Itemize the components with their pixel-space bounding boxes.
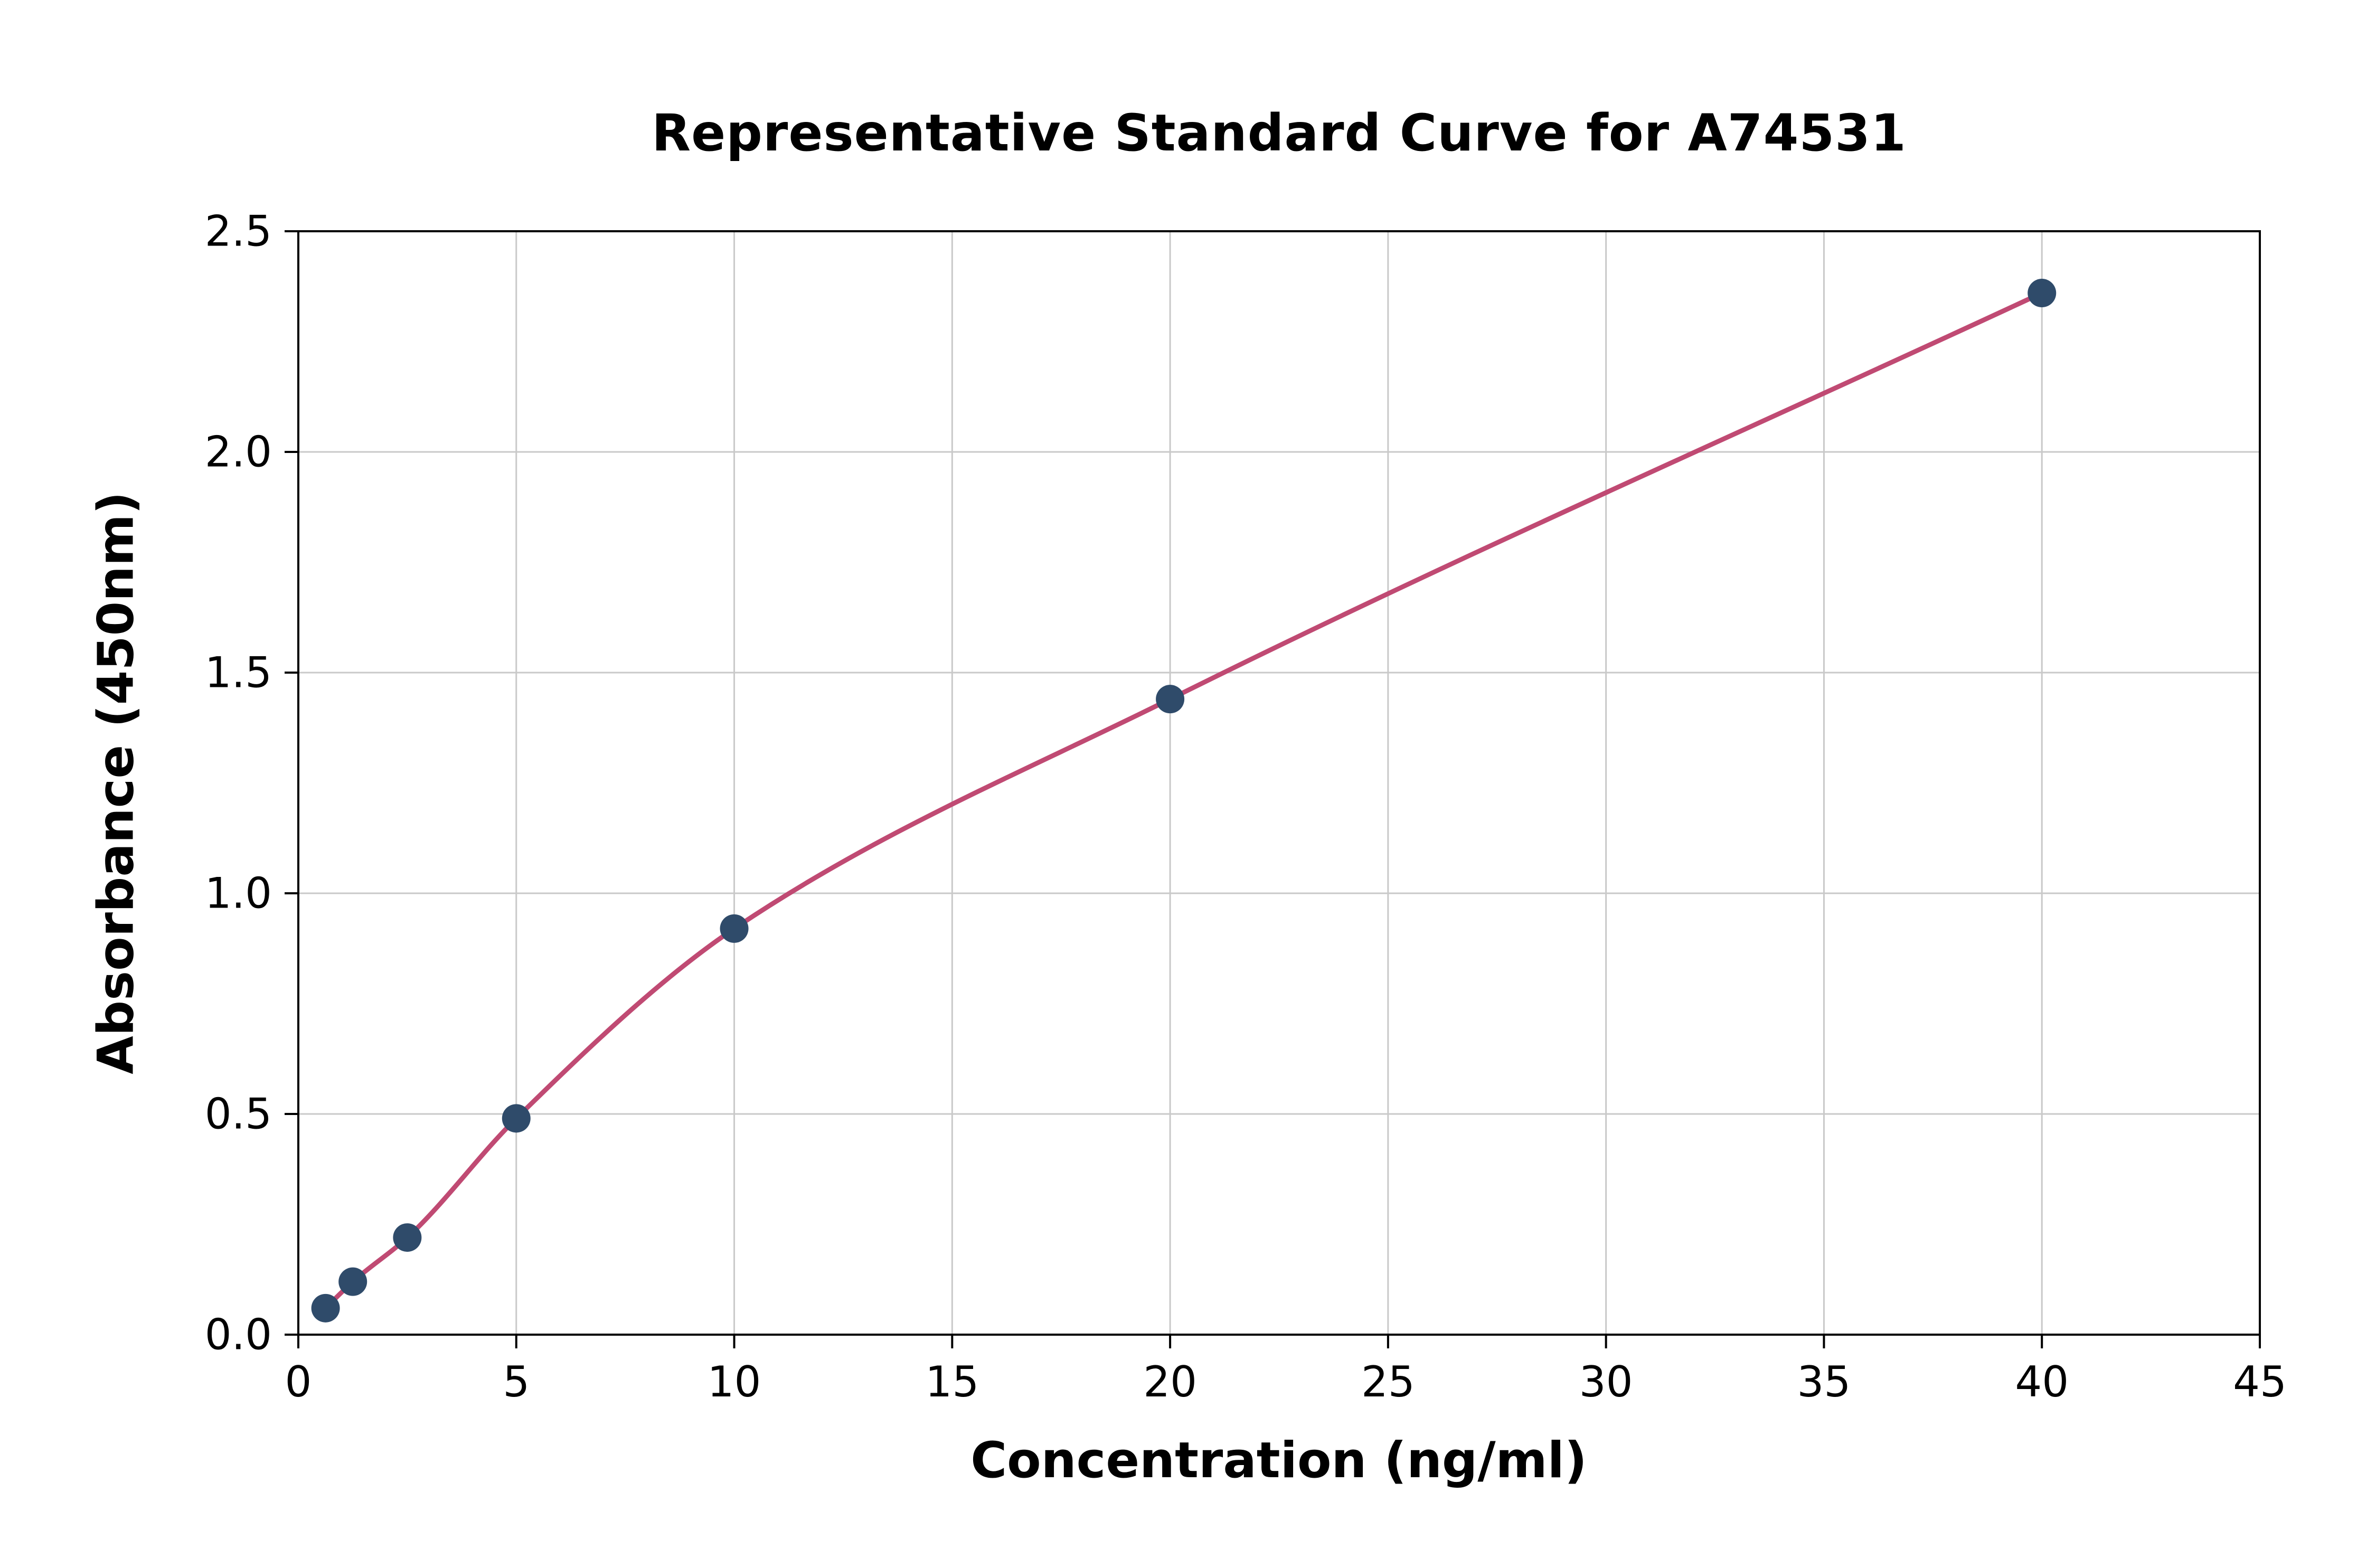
x-tick-label: 15 [925,1357,979,1406]
y-tick-label: 0.0 [205,1310,272,1359]
x-axis-label: Concentration (ng/ml) [970,1432,1587,1489]
data-point [720,914,749,943]
x-tick-label: 30 [1579,1357,1633,1406]
x-tick-label: 25 [1361,1357,1415,1406]
y-tick-label: 1.0 [205,869,272,918]
data-point [393,1223,422,1252]
data-point [502,1104,531,1133]
x-tick-label: 5 [503,1357,530,1406]
x-tick-label: 0 [285,1357,312,1406]
chart-title: Representative Standard Curve for A74531 [652,103,1907,163]
x-tick-label: 20 [1143,1357,1197,1406]
y-tick-label: 2.0 [205,428,272,477]
y-tick-label: 2.5 [205,207,272,256]
x-tick-label: 10 [708,1357,761,1406]
data-point [338,1267,367,1296]
x-tick-label: 40 [2015,1357,2069,1406]
data-point [1156,685,1185,714]
plot-border [297,230,2261,1336]
y-tick-label: 1.5 [205,648,272,697]
data-point [2028,279,2057,308]
x-tick-label: 35 [1797,1357,1851,1406]
y-tick-label: 0.5 [205,1090,272,1139]
fitted-curve-line [323,290,2044,1311]
data-point [311,1293,340,1323]
x-tick-label: 45 [2233,1357,2287,1406]
